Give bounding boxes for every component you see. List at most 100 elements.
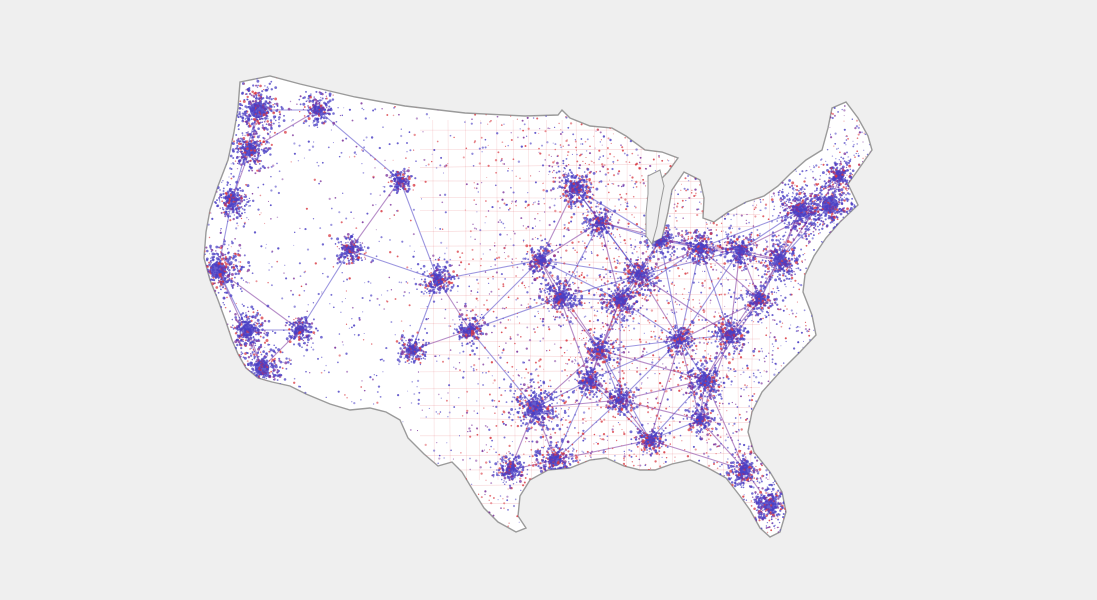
population-dot [744,418,748,421]
population-dot [803,393,806,396]
population-dot [758,471,760,473]
population-dot [702,135,705,138]
population-dot [876,498,878,500]
population-dot [345,290,347,292]
population-dot [464,209,466,211]
population-dot [361,149,363,151]
population-dot [649,536,651,537]
population-dot [764,131,767,134]
population-dot [710,146,713,149]
population-dot [322,272,324,275]
population-dot [633,216,635,218]
population-dot [434,70,435,71]
population-dot [528,532,531,535]
population-dot [222,453,225,456]
population-dot [878,468,879,469]
population-dot [417,473,420,475]
population-dot [598,149,601,152]
population-dot [780,448,782,450]
population-dot [765,239,767,241]
population-dot [782,143,785,145]
population-dot [699,306,701,308]
population-dot [542,183,544,185]
highway-line [534,349,601,409]
population-dot [625,326,627,329]
population-dot [764,178,767,182]
population-dot [726,538,728,540]
population-dot [332,142,334,144]
population-dot [855,119,859,122]
population-dot [362,429,364,431]
population-dot [869,190,872,193]
population-dot [820,76,823,79]
population-dot [640,76,643,78]
population-dot [691,330,694,333]
population-dot [823,251,826,254]
population-dot [873,408,875,410]
population-dot [790,280,792,283]
population-dot [632,134,635,136]
population-dot [832,252,834,254]
population-dot [623,152,626,155]
population-dot [733,268,735,271]
population-dot [534,461,536,463]
population-dot [686,272,689,274]
population-dot [467,263,471,266]
population-dot [849,355,852,357]
population-dot [701,90,704,93]
population-dot [470,106,473,109]
population-dot [829,100,832,103]
population-dot [629,258,632,261]
population-dot [606,280,609,283]
population-dot [684,272,687,275]
population-dot [681,230,684,232]
population-dot [774,183,776,185]
population-dot [702,326,705,330]
population-dot [813,183,816,186]
population-dot [554,143,557,146]
population-dot [618,472,622,476]
population-dot [230,213,232,215]
population-dot [855,183,857,186]
population-dot [500,124,503,126]
population-dot [734,376,736,378]
population-dot [517,312,519,314]
population-dot [879,419,880,420]
population-dot [334,459,336,462]
population-dot [349,490,351,492]
population-dot [818,138,821,140]
population-dot [555,107,558,110]
population-dot [229,310,231,312]
population-dot [394,298,397,300]
population-dot [837,97,840,100]
population-dot [578,402,580,405]
population-dot [597,108,600,111]
population-dot [733,357,735,359]
population-dot [592,186,595,189]
population-dot [718,315,721,317]
population-dot [209,253,211,255]
population-dot [538,463,540,466]
population-dot [588,464,591,467]
population-dot [372,536,374,537]
population-dot [691,164,694,167]
population-dot [782,100,785,103]
population-dot [609,378,612,381]
population-dot [296,468,299,471]
population-dot [576,487,579,490]
population-dot [752,167,755,170]
population-dot [658,454,660,456]
road-line [478,119,481,481]
population-dot [720,498,723,500]
population-dot [212,76,215,77]
population-dot [202,317,203,318]
population-dot [855,221,858,224]
population-dot [829,421,832,423]
population-dot [216,191,218,193]
population-dot [401,507,404,510]
population-dot [226,268,229,271]
population-dot [614,454,616,457]
population-dot [689,407,691,409]
population-dot [578,338,581,340]
population-dot [638,338,641,341]
